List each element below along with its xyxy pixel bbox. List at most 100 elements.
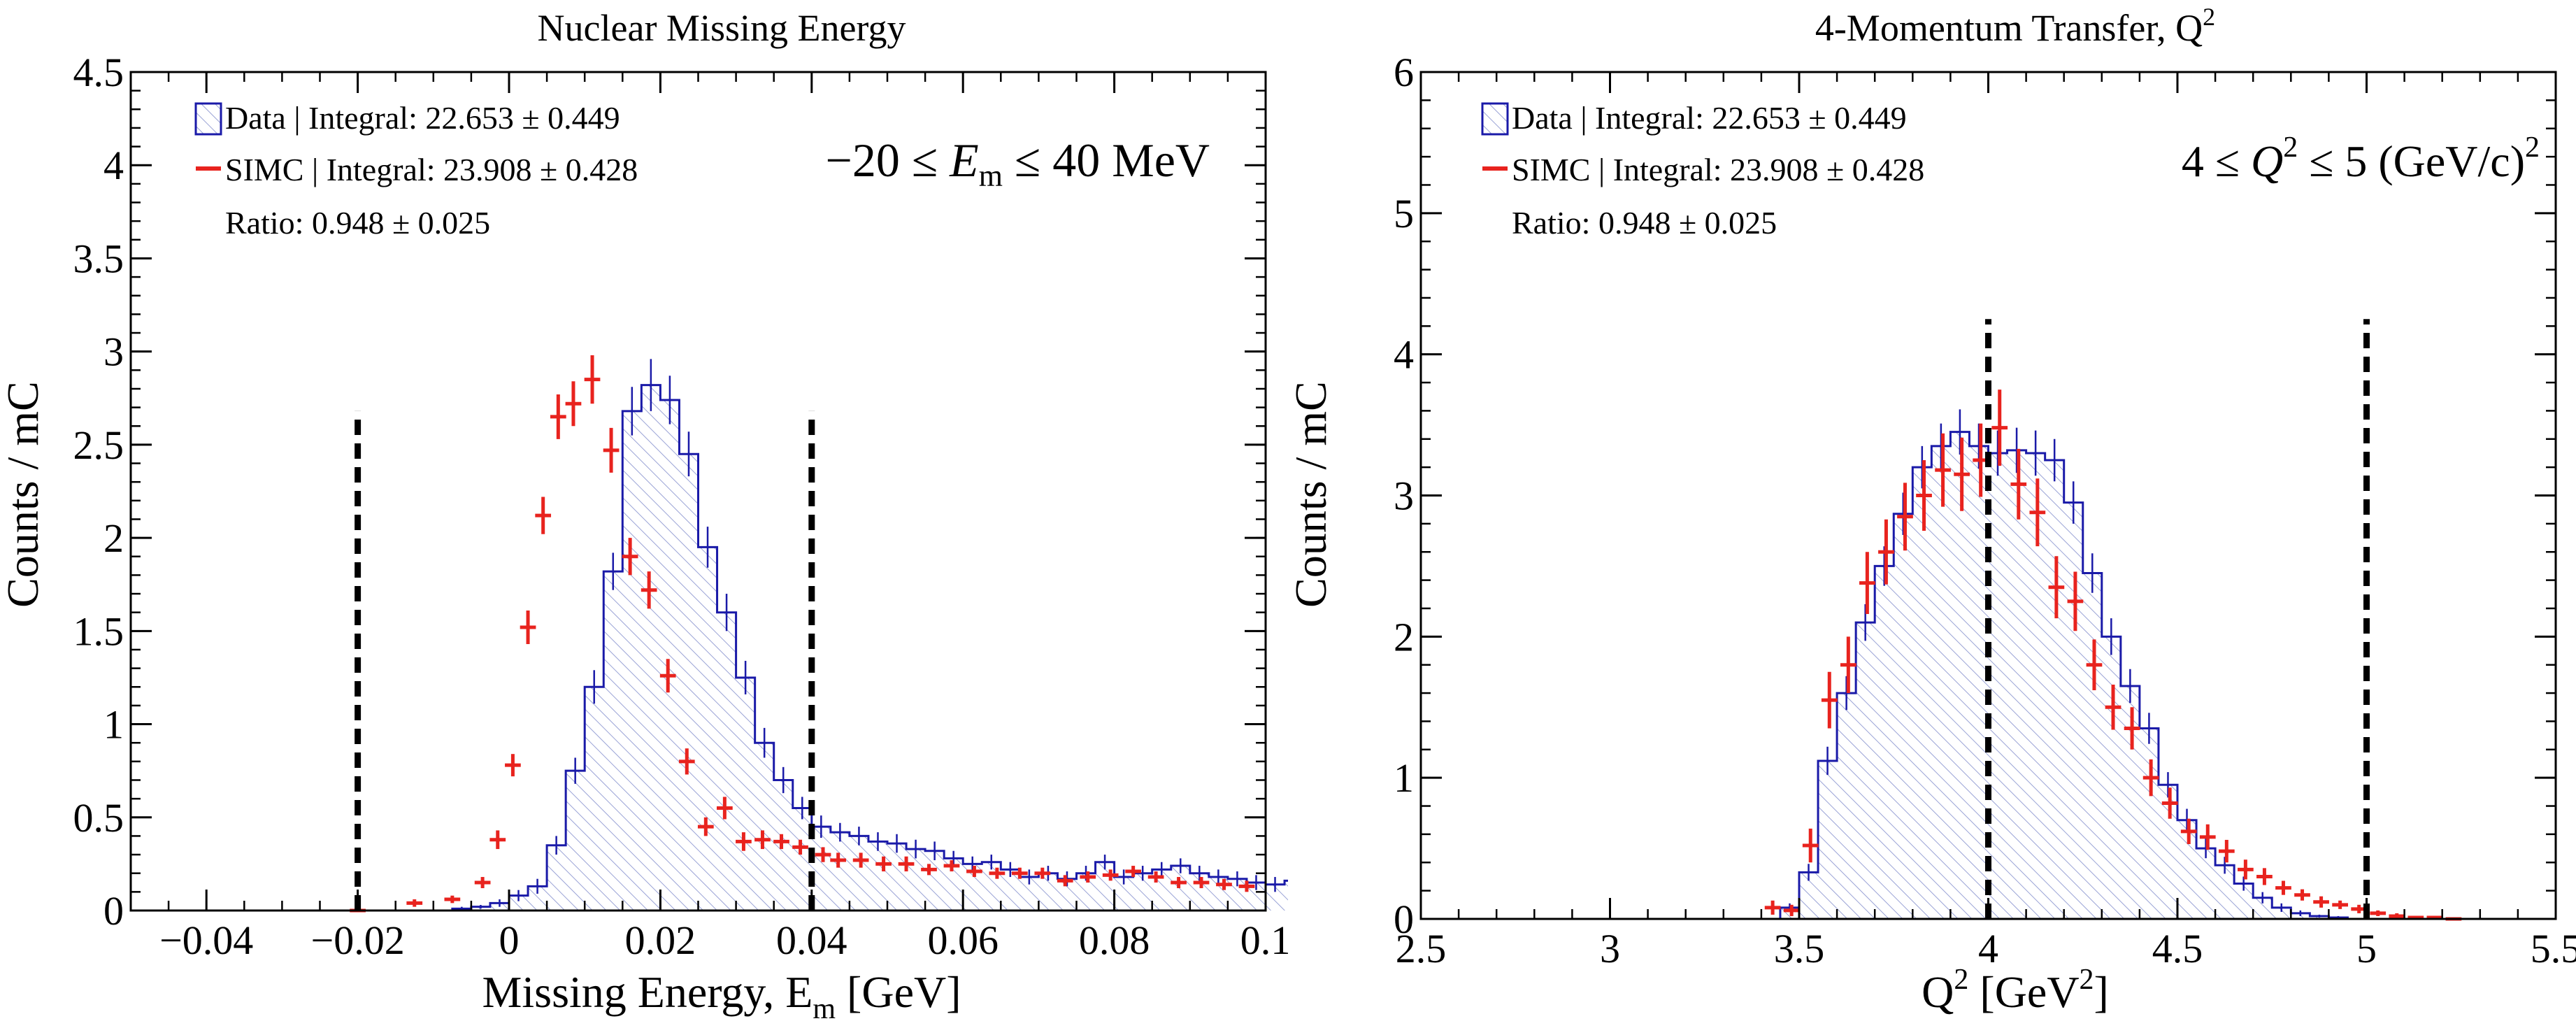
chart-title-main: 4-Momentum Transfer, Q [1815,7,2203,49]
simc-point [1034,867,1051,879]
simc-point [1897,483,1913,551]
plot-area: 2.5 3 3.5 4 4.5 5 5.5 0 1 2 3 4 5 6 [1394,50,2576,971]
simc-point [1102,869,1119,881]
y-tick-label: 1.5 [73,608,124,654]
x-tick-label: 0.1 [1240,918,1288,963]
x-axis-label: Missing Energy, Em [GeV] [482,967,961,1025]
simc-point [1764,900,1781,915]
cut-annotation-var: E [949,134,979,187]
simc-point [535,497,552,534]
y-axis-label: Counts / mC [0,381,48,608]
cut-annotation-suffix: ≤ 5 (GeV/c) [2298,136,2525,186]
simc-point [1080,871,1096,883]
simc-point [2161,787,2178,819]
x-tick-label: 3.5 [1774,926,1825,971]
simc-point [1238,880,1255,892]
simc-point [697,817,714,836]
y-tick-label: 2 [103,515,124,561]
cut-annotation: 4 ≤ Q2 ≤ 5 (GeV/c)2 [2182,131,2540,186]
y-tick-label: 0.5 [73,795,124,841]
simc-point [1954,437,1970,511]
cut-annotation-suffix: ≤ 40 MeV [1003,134,1210,187]
simc-point [550,394,566,439]
x-axis-label-sup: 2 [1954,964,1968,996]
legend-data-swatch [1481,102,1509,136]
x-tick-label: 0.04 [776,918,847,963]
simc-point [641,571,657,609]
x-tick-label: −0.04 [159,918,253,963]
y-tick-label: 0 [103,888,124,934]
simc-point [1057,875,1073,887]
simc-point [2313,896,2329,908]
simc-point [2275,880,2291,895]
simc-point [2124,707,2140,750]
simc-point [1216,878,1232,890]
x-axis-label-main: Missing Energy, E [482,967,813,1017]
legend: Data | Integral: 22.653 ± 0.449 SIMC | I… [1481,100,1924,241]
x-axis-label: Q2 [GeV2] [1922,964,2109,1017]
simc-point [1802,828,1819,863]
simc-point [406,899,423,907]
x-tick-label: 0 [499,918,520,963]
simc-point [1147,871,1164,883]
simc-point [875,856,892,872]
legend-simc-label: SIMC | Integral: 23.908 ± 0.428 [225,152,638,187]
y-tick-label: 2.5 [73,422,124,468]
data-histogram-fill [131,385,1288,911]
simc-point [898,856,915,872]
chart-title: 4-Momentum Transfer, Q2 [1815,3,2215,49]
simc-point [2370,910,2387,916]
y-tick-label: 3.5 [73,236,124,281]
simc-point [1840,636,1856,694]
simc-point [830,852,847,868]
x-axis-label-tail: ] [2094,967,2109,1017]
simc-point [2199,824,2216,850]
legend-data-swatch [194,102,222,136]
momentum-transfer-chart: 4-Momentum Transfer, Q2 2.5 3 3.5 4 4.5 5 5.50… [1288,3,2576,1017]
y-tick-label: 4 [1394,332,1414,378]
simc-point [943,860,960,872]
simc-point [717,797,733,820]
simc-point [1878,519,1894,585]
x-tick-label: 0.06 [927,918,999,963]
simc-point [1125,866,1142,878]
simc-point [2332,900,2348,909]
cut-annotation-var: Q [2251,136,2283,186]
x-axis-label-tail: [GeV] [836,967,961,1017]
simc-point [2256,868,2273,885]
y-tick-label: 3 [103,329,124,375]
cut-annotation-sub: m [979,159,1003,193]
simc-point [989,867,1006,879]
y-tick-label: 6 [1394,50,1414,95]
simc-point [2238,859,2254,880]
legend: Data | Integral: 22.653 ± 0.449 SIMC | I… [194,100,638,241]
simc-point [1821,671,1838,729]
simc-point [2180,818,2197,845]
x-axis-label-sub: m [813,993,836,1025]
y-tick-label: 4.5 [73,50,124,95]
simc-point [659,659,676,693]
cut-annotation-sup: 2 [2283,131,2298,164]
simc-point [815,847,831,862]
simc-point [1991,390,2008,466]
simc-point [584,355,601,404]
simc-point [489,830,506,850]
legend-ratio-label: Ratio: 0.948 ± 0.025 [225,205,490,241]
simc-point [1859,552,1875,615]
y-tick-label: 1 [103,702,124,748]
plot-area: −0.04 −0.02 0 0.02 0.04 0.06 0.08 0.1 0 0.5 1 1.5 2 2… [73,50,1288,963]
cut-annotation-prefix: −20 ≤ [825,134,950,187]
x-tick-label: 5 [2356,926,2377,971]
legend-ratio-label: Ratio: 0.948 ± 0.025 [1512,205,1777,241]
simc-point [2048,556,2065,619]
y-tick-label: 2 [1394,614,1414,659]
simc-point [1193,877,1210,889]
legend-data-label: Data | Integral: 22.653 ± 0.449 [225,100,620,136]
simc-point [921,864,937,876]
x-tick-label: 4 [1978,926,1998,971]
simc-point [603,427,620,473]
simc-point [736,832,752,851]
simc-point [852,852,869,868]
missing-energy-chart: Nuclear Missing Energy −0.04 −0.02 0 0.02 0.… [0,7,1288,1025]
simc-point [520,611,536,644]
